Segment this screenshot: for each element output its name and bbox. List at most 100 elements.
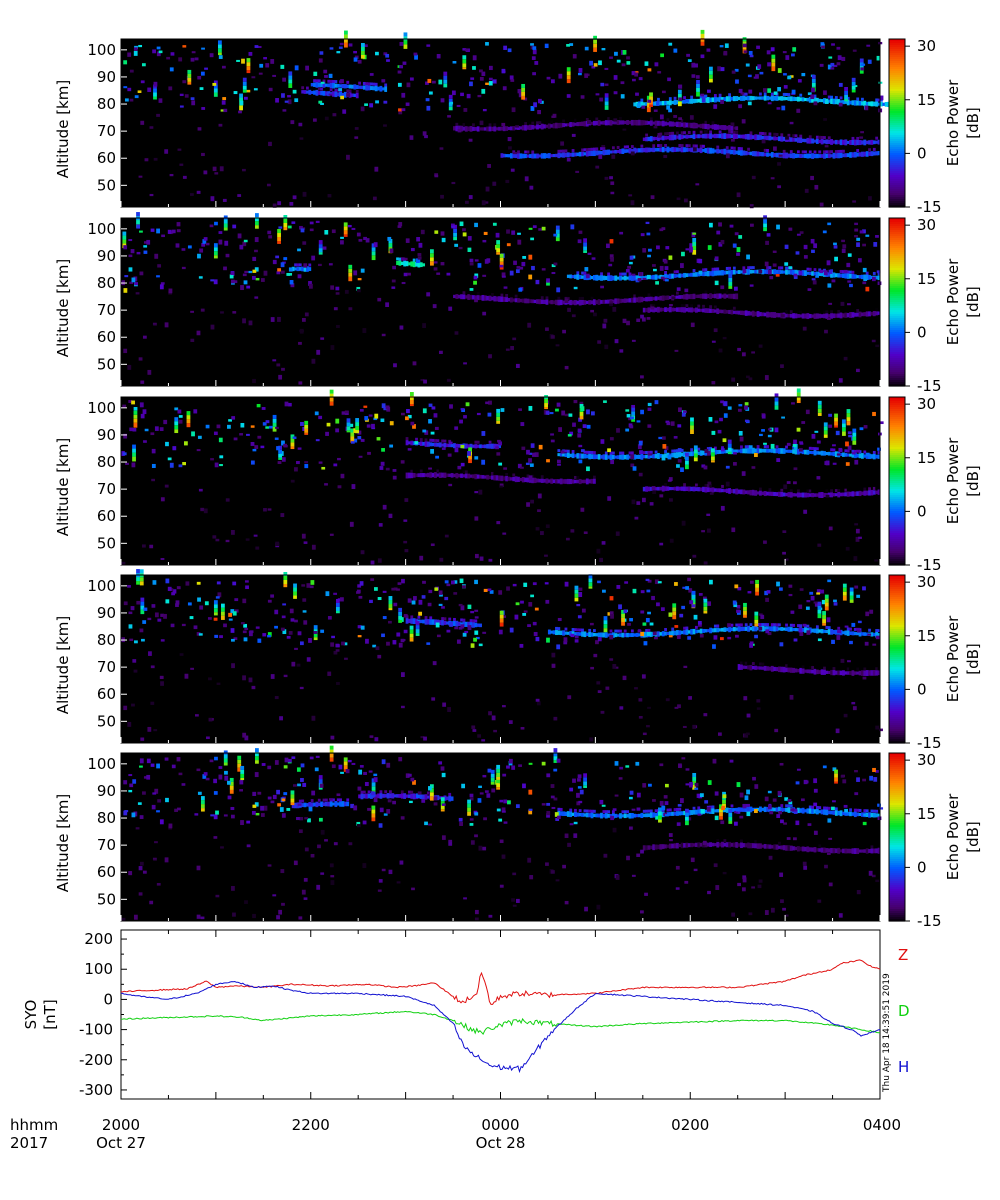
- echo-cell: [336, 88, 340, 92]
- echo-cell: [514, 126, 518, 130]
- echo-cell: [322, 246, 327, 250]
- colorbar-segment: [889, 529, 905, 532]
- echo-cell: [156, 113, 160, 117]
- echo-cell: [439, 350, 443, 354]
- echo-cell: [289, 608, 294, 614]
- echo-cell: [842, 149, 845, 153]
- echo-cell: [789, 313, 793, 318]
- colorbar-segment: [889, 372, 905, 375]
- echo-cell: [156, 51, 161, 57]
- echo-cell: [543, 153, 546, 159]
- echo-cell: [768, 666, 772, 671]
- colorbar-segment: [889, 81, 905, 84]
- echo-cell: [863, 139, 867, 146]
- echo-cell: [676, 287, 681, 291]
- echo-cell: [778, 627, 781, 631]
- echo-cell: [743, 696, 748, 701]
- echo-cell: [410, 261, 414, 267]
- echo-cell: [830, 489, 833, 493]
- echo-cell: [242, 89, 247, 93]
- echo-cell: [498, 472, 501, 476]
- echo-cell: [827, 628, 831, 635]
- echo-cell: [496, 248, 501, 253]
- echo-cell: [505, 297, 509, 302]
- echo-cell: [125, 462, 129, 465]
- echo-cell: [842, 139, 845, 145]
- echo-cell: [673, 99, 677, 105]
- echo-cell: [254, 267, 259, 272]
- echo-cell: [448, 306, 453, 311]
- echo-cell: [519, 643, 524, 648]
- echo-cell: [754, 625, 758, 632]
- echo-cell: [668, 147, 672, 152]
- echo-cell: [436, 473, 440, 477]
- echo-cell: [464, 123, 468, 127]
- echo-cell: [852, 428, 857, 433]
- echo-cell: [758, 626, 763, 631]
- colorbar-segment: [889, 513, 905, 516]
- echo-cell: [294, 98, 299, 103]
- echo-cell: [697, 120, 701, 124]
- echo-cell: [676, 197, 681, 201]
- echo-cell: [699, 94, 703, 98]
- echo-cell: [737, 664, 741, 670]
- echo-cell: [320, 81, 325, 84]
- echo-cell: [643, 641, 648, 646]
- echo-cell: [611, 295, 615, 299]
- echo-cell: [595, 454, 599, 460]
- colorbar-segment: [889, 280, 905, 283]
- colorbar-segment: [889, 135, 905, 138]
- echo-cell: [401, 92, 406, 98]
- echo-cell: [377, 654, 382, 659]
- echo-cell: [631, 339, 636, 342]
- echo-cell: [711, 487, 715, 493]
- echo-cell: [785, 492, 788, 497]
- echo-cell: [711, 456, 715, 461]
- echo-cell: [340, 240, 344, 245]
- echo-cell: [671, 487, 675, 491]
- echo-cell: [557, 122, 561, 129]
- echo-cell: [786, 442, 791, 446]
- echo-cell: [593, 39, 597, 44]
- echo-cell: [129, 427, 134, 432]
- echo-cell: [832, 462, 837, 465]
- echo-cell: [581, 296, 584, 300]
- colorbar-segment: [889, 228, 905, 231]
- echo-cell: [811, 669, 815, 674]
- echo-cell: [444, 580, 449, 584]
- echo-cell: [331, 635, 335, 639]
- echo-cell: [393, 587, 398, 591]
- echo-cell: [867, 59, 872, 64]
- echo-cell: [649, 486, 653, 491]
- echo-cell: [764, 261, 769, 267]
- echo-cell: [877, 272, 881, 276]
- echo-cell: [335, 598, 340, 603]
- echo-cell: [797, 79, 802, 83]
- echo-cell: [604, 344, 609, 350]
- echo-cell: [517, 153, 520, 159]
- echo-cell: [832, 272, 836, 278]
- echo-cell: [853, 556, 858, 562]
- echo-cell: [849, 667, 852, 671]
- echo-cell: [340, 95, 345, 100]
- echo-cell: [547, 120, 551, 124]
- echo-cell: [213, 612, 218, 616]
- echo-cell: [839, 100, 843, 104]
- colorbar-segment: [889, 242, 905, 245]
- echo-cell: [811, 138, 815, 144]
- echo-cell: [450, 443, 454, 448]
- echo-cell: [304, 432, 309, 435]
- echo-cell: [147, 726, 152, 732]
- echo-cell: [370, 578, 375, 581]
- echo-cell: [444, 596, 449, 601]
- echo-cell: [318, 58, 323, 63]
- echo-cell: [789, 627, 793, 632]
- echo-cell: [425, 98, 430, 102]
- echo-cell: [645, 296, 648, 302]
- echo-cell: [764, 375, 769, 380]
- echo-cell: [806, 449, 810, 455]
- echo-cell: [298, 267, 302, 271]
- echo-cell: [301, 318, 306, 322]
- echo-cell: [855, 528, 860, 534]
- echo-cell: [858, 490, 862, 497]
